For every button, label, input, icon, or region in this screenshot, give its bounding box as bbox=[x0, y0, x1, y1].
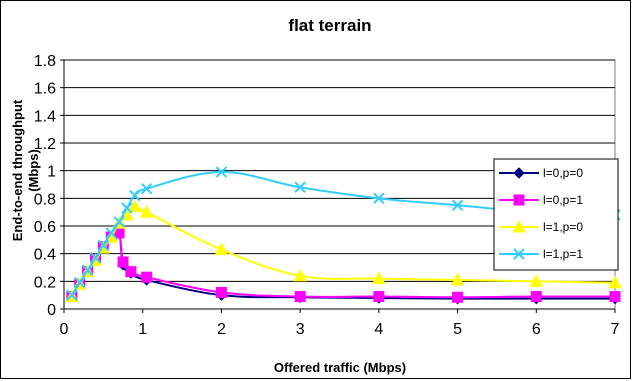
y-tick-label: 0.2 bbox=[34, 274, 56, 291]
data-point bbox=[118, 257, 128, 267]
y-tick-label: 0.4 bbox=[34, 247, 56, 264]
y-axis-title: End-to-end throughput bbox=[10, 99, 25, 241]
x-tick-label: 0 bbox=[60, 321, 69, 338]
x-tick-labels: 0 1 2 3 4 5 6 7 bbox=[60, 321, 620, 338]
data-point bbox=[295, 292, 305, 302]
data-point bbox=[374, 292, 384, 302]
legend-label: l=0,p=1 bbox=[543, 193, 583, 207]
y-tick-label: 0.6 bbox=[34, 219, 56, 236]
y-tick-label: 0.8 bbox=[34, 191, 56, 208]
y-tick-label: 1.6 bbox=[34, 81, 56, 98]
legend: l=0,p=0 l=0,p=1 l=1,p=0 l=1,p=1 bbox=[494, 159, 618, 270]
data-point bbox=[216, 287, 226, 297]
x-tick-label: 5 bbox=[453, 321, 462, 338]
y-tick-label: 0 bbox=[47, 302, 56, 319]
y-tick-label: 1 bbox=[47, 164, 56, 181]
data-point bbox=[514, 195, 524, 205]
x-tick-label: 1 bbox=[138, 321, 147, 338]
data-point bbox=[142, 272, 152, 282]
legend-label: l=0,p=0 bbox=[543, 166, 583, 180]
y-axis-title-unit: (Mbps) bbox=[26, 149, 41, 192]
y-tick-label: 1.4 bbox=[34, 108, 56, 125]
x-tick-label: 4 bbox=[374, 321, 383, 338]
data-point bbox=[453, 292, 463, 302]
x-tick-label: 2 bbox=[217, 321, 226, 338]
x-tick-label: 3 bbox=[296, 321, 305, 338]
legend-label: l=1,p=1 bbox=[543, 247, 583, 261]
x-axis-title: Offered traffic (Mbps) bbox=[274, 360, 406, 375]
data-point bbox=[126, 267, 136, 277]
data-point bbox=[531, 292, 541, 302]
data-point bbox=[610, 292, 620, 302]
chart-title: flat terrain bbox=[288, 16, 371, 35]
x-tick-label: 7 bbox=[611, 321, 620, 338]
x-tick-label: 6 bbox=[532, 321, 541, 338]
y-tick-label: 1.8 bbox=[34, 53, 56, 70]
legend-label: l=1,p=0 bbox=[543, 220, 583, 234]
